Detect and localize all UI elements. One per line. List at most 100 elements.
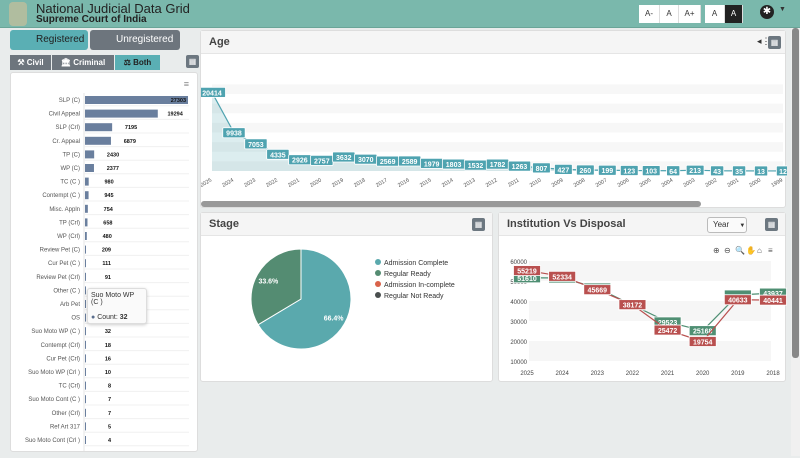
category-label: SLP (C) [59,98,80,104]
data-label: 260 [580,168,592,175]
data-label: 1979 [424,161,440,168]
category-label: WP (Crl) [57,234,80,240]
data-label-box [619,165,639,176]
data-label: 32 [105,329,111,335]
data-label: 20414 [202,90,222,97]
data-label: 25472 [658,328,678,335]
page-scrollbar[interactable] [791,28,800,456]
font-reset-button[interactable]: A [660,5,679,23]
data-label: 1532 [468,163,484,170]
bar [85,150,95,159]
x-tick-label: 2020 [696,371,710,377]
bar [85,123,113,132]
subtab-both[interactable]: ⚖ Both [115,55,160,70]
data-label-box [598,164,617,176]
category-label: Cr. Appeal [52,139,80,145]
x-tick-label: 2010 [529,178,543,189]
menu-icon: ≡ [768,246,773,255]
category-label: Cur Pet (C ) [48,261,80,267]
bar [85,136,111,145]
category-label: Other (Crl) [52,411,80,417]
tab-registered[interactable]: Registered [10,30,88,50]
data-label-box [688,325,717,337]
data-label: 2569 [380,159,396,166]
both-label: Both [133,58,152,67]
header: National Judicial Data Grid Supreme Cour… [0,0,800,28]
table-view-icon[interactable]: ▦ [765,218,778,231]
chart-tooltip: Suo Moto WP (C ) ● Count: 32 [87,288,147,324]
x-tick-label: 2019 [331,178,345,189]
data-label-box [513,265,541,276]
data-label: 4 [108,438,112,444]
font-increase-button[interactable]: A+ [679,5,701,23]
x-tick-label: 2025 [520,371,534,377]
category-label: Review Pet (Crl) [36,275,80,281]
data-label: 40633 [728,298,748,305]
data-label-box [507,160,532,172]
table-view-icon[interactable]: ▦ [186,55,199,68]
subtab-criminal[interactable]: 🏛 Criminal [52,55,114,70]
data-label: 2430 [107,152,119,158]
legend-marker [375,270,381,276]
data-label-box [618,299,647,311]
data-label-box [688,336,717,347]
category-label: Suo Moto Cont (Crl ) [25,438,80,444]
light-theme-button[interactable]: A [705,5,725,23]
legend-marker [375,281,381,287]
data-label: 2757 [314,158,330,165]
pie-slice [257,248,352,350]
magnify-icon: 🔍 [735,245,745,255]
category-label: SLP (Crl) [55,125,80,131]
y-tick-label: 20000 [510,340,527,346]
age-panel: Age ◂⋮ ▦ 20414 2025 9938 2024 7053 2023 4335 20… [200,30,787,208]
data-label-box [576,164,595,176]
data-label-box [201,87,226,98]
category-label: Contempt (Crl) [41,343,80,349]
civil-label: Civil [26,58,44,67]
bar [85,177,89,186]
x-tick-label: 2020 [309,178,323,189]
data-label-box [666,165,681,177]
data-label: 199 [601,168,613,175]
x-tick-label: 2016 [397,178,411,189]
dark-theme-button[interactable]: A [725,5,743,23]
bar [85,204,88,213]
data-label: 25168 [693,329,713,336]
more-options-icon[interactable]: ◂⋮ [757,36,771,46]
x-tick-label: 2009 [551,178,565,189]
legend-item: Regular Not Ready [384,293,444,300]
x-tick-label: 2024 [221,178,235,189]
data-label-box [641,165,661,177]
category-label: Suo Moto WP (C ) [31,329,80,335]
horizontal-scrollbar[interactable] [201,201,701,207]
data-label: 45669 [588,288,608,295]
x-tick-label: 2023 [243,178,257,189]
x-tick-label: 2013 [463,178,477,189]
bar [85,286,86,295]
category-label: Contempt (C ) [42,193,80,199]
category-label: Cur Pet (Crl) [46,356,80,362]
data-label-box [583,284,612,296]
table-view-icon[interactable]: ▦ [768,36,781,49]
gear-icon[interactable]: ✱ [760,5,774,19]
period-select[interactable]: Year ▼ [707,217,747,233]
subtab-civil[interactable]: ⚒ Civil [10,55,51,70]
tooltip-value: 32 [119,314,128,321]
data-label: 209 [102,248,111,254]
bar [85,313,86,322]
data-label: 1782 [490,162,506,169]
x-tick-label: 1999 [770,178,784,189]
x-tick-label: 2008 [573,178,587,189]
chevron-down-icon[interactable]: ▼ [779,6,786,13]
legend-marker [375,259,381,265]
table-view-icon[interactable]: ▦ [472,218,485,231]
grid-band [529,341,771,361]
data-label: 35 [735,169,743,176]
tab-unregistered[interactable]: Unregistered [90,30,180,50]
data-label-box [554,163,573,175]
x-tick-label: 2000 [748,178,762,189]
data-label: 754 [104,207,114,213]
font-decrease-button[interactable]: A- [639,5,660,23]
x-tick-label: 2018 [353,178,367,189]
data-label: 19294 [167,112,183,118]
